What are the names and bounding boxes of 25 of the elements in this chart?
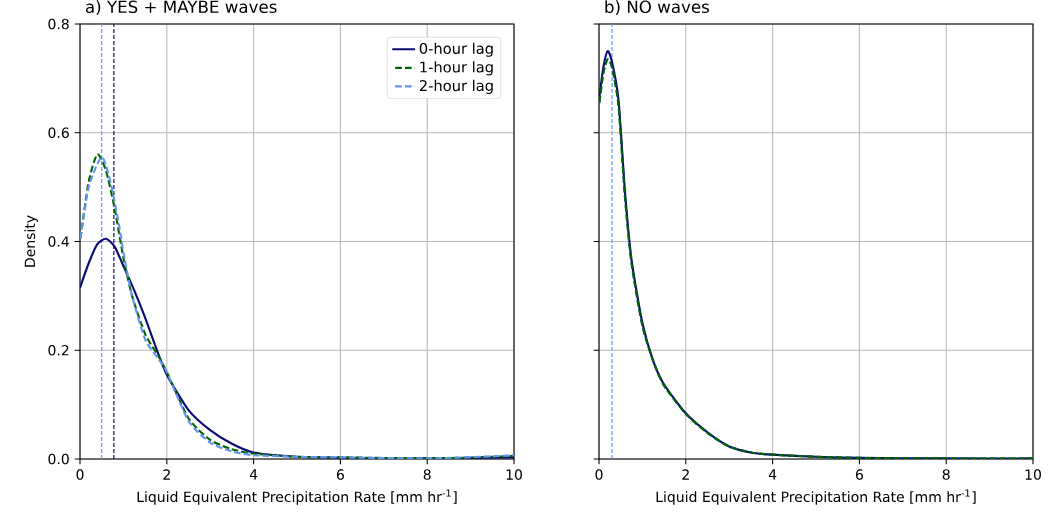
y-tick-label: 0.6	[48, 127, 69, 139]
y-tick-label: 0.0	[48, 453, 69, 465]
legend-label: 0-hour lag	[419, 42, 493, 57]
x-tick-label: 8	[942, 469, 950, 480]
x-tick-label: 2	[163, 469, 170, 480]
x-tick-label: 4	[249, 469, 258, 480]
y-tick-label: 0.2	[48, 344, 69, 356]
legend-label: 1-hour lag	[420, 61, 493, 76]
chart-title: a) YES + MAYBE waves	[85, 0, 277, 16]
x-tick-label: 0	[595, 469, 603, 480]
x-tick-label: 10	[1025, 469, 1041, 480]
legend-label: 2-hour lag	[419, 79, 493, 94]
x-tick-label: 4	[768, 469, 777, 480]
x-axis-title: Liquid Equivalent Precipitation Rate [mm hr$^{-1}$]	[656, 489, 976, 505]
x-tick-label: 2	[682, 469, 689, 480]
x-axis-title: Liquid Equivalent Precipitation Rate [mm hr$^{-1}$]	[137, 489, 457, 505]
x-tick-label: 10	[506, 469, 522, 480]
x-tick-label: 6	[855, 469, 863, 480]
x-tick-label: 6	[336, 469, 344, 480]
chart-title: b) NO waves	[605, 0, 710, 16]
y-tick-label: 0.8	[48, 18, 69, 30]
x-tick-label: 0	[76, 469, 84, 480]
x-tick-label: 8	[423, 469, 431, 480]
y-axis-title: Density	[24, 215, 38, 267]
y-tick-label: 0.4	[48, 236, 69, 247]
